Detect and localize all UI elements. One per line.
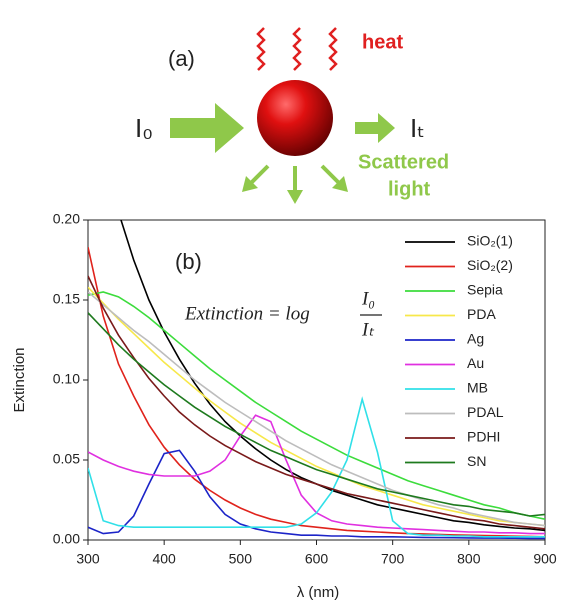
scattered-label: light bbox=[388, 178, 431, 200]
equation-numerator: I₀ bbox=[361, 288, 375, 309]
x-tick-label: 300 bbox=[76, 551, 100, 567]
legend-label: Au bbox=[467, 355, 484, 371]
transmitted-arrow bbox=[355, 113, 395, 143]
heat-waves bbox=[256, 27, 338, 71]
plot-frame bbox=[87, 219, 546, 541]
y-tick-label: 0.10 bbox=[53, 371, 80, 387]
series-line bbox=[88, 396, 545, 538]
x-tick-label: 800 bbox=[457, 551, 481, 567]
y-tick-label: 0.20 bbox=[53, 211, 80, 227]
legend-label: MB bbox=[467, 380, 488, 396]
x-tick-label: 500 bbox=[229, 551, 253, 567]
incident-label: I₀ bbox=[135, 113, 153, 143]
annotation: (b) bbox=[175, 249, 202, 274]
particle bbox=[257, 80, 333, 156]
x-tick-label: 400 bbox=[152, 551, 176, 567]
x-tick-label: 600 bbox=[305, 551, 329, 567]
x-axis-label: λ (nm) bbox=[297, 584, 340, 601]
equation: Extinction = log bbox=[184, 303, 310, 324]
equation-denominator: Iₜ bbox=[361, 319, 374, 340]
y-tick-label: 0.05 bbox=[53, 451, 80, 467]
legend-label: PDA bbox=[467, 306, 496, 322]
y-tick-label: 0.00 bbox=[53, 531, 80, 547]
scatter-arrows bbox=[242, 164, 348, 204]
chart: (b) Extinction = log I₀ Iₜ λ (nm) Extinc… bbox=[11, 211, 557, 601]
series-line bbox=[88, 312, 545, 517]
legend-label: SN bbox=[467, 453, 486, 469]
series-line bbox=[88, 291, 545, 527]
series-line bbox=[88, 286, 545, 527]
scattered-label: Scattered bbox=[358, 151, 449, 173]
legend-label: SiO₂(1) bbox=[467, 233, 513, 249]
series-line bbox=[88, 449, 545, 540]
diagram: (a) I₀ Iₜ heat Scattered light bbox=[135, 27, 449, 204]
series-line bbox=[88, 275, 545, 530]
transmitted-label: Iₜ bbox=[410, 113, 425, 143]
panel-label: (a) bbox=[168, 46, 195, 71]
x-tick-label: 900 bbox=[533, 551, 557, 567]
x-tick-label: 700 bbox=[381, 551, 405, 567]
heat-label: heat bbox=[362, 31, 403, 53]
legend-label: Ag bbox=[467, 331, 484, 347]
series-line bbox=[88, 291, 545, 520]
legend-label: SiO₂(2) bbox=[467, 257, 513, 273]
legend-label: PDAL bbox=[467, 404, 504, 420]
y-tick-label: 0.15 bbox=[53, 291, 80, 307]
legend-label: PDHI bbox=[467, 429, 500, 445]
y-axis-label: Extinction bbox=[11, 347, 28, 412]
legend-label: Sepia bbox=[467, 282, 503, 298]
incident-arrow bbox=[170, 103, 244, 153]
